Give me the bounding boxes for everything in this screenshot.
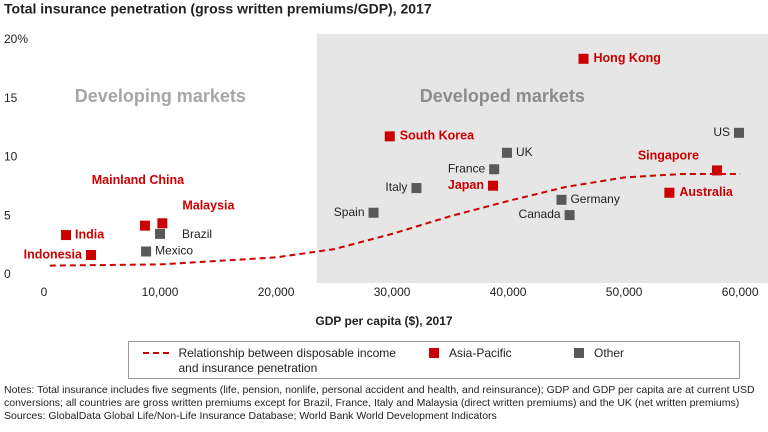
y-tick-label: 10	[4, 150, 18, 164]
trend-line	[49, 172, 741, 267]
x-tick-label: 20,000	[258, 285, 295, 299]
marker	[61, 230, 72, 241]
legend-marker	[429, 348, 439, 358]
y-tick-label: 0	[4, 267, 11, 281]
point-label: Hong Kong	[594, 51, 661, 65]
x-tick-label: 30,000	[374, 285, 411, 299]
point-label: Indonesia	[24, 247, 83, 261]
legend-label: Asia-Pacific	[449, 346, 512, 360]
marker	[141, 246, 152, 257]
sources-text: Sources: GlobalData Global Life/Non-Life…	[4, 410, 497, 422]
legend-item: Other	[574, 346, 624, 361]
legend-swatch	[429, 348, 439, 358]
marker	[384, 131, 395, 142]
point-label: Japan	[448, 178, 484, 192]
marker	[155, 228, 166, 239]
point-label: Mainland China	[92, 173, 185, 187]
marker	[368, 207, 379, 218]
x-tick-label: 40,000	[490, 285, 527, 299]
point-label: Australia	[679, 185, 734, 199]
point-label: France	[448, 161, 486, 175]
point-label: Malaysia	[182, 199, 235, 213]
legend-item: Asia-Pacific	[429, 346, 512, 361]
marker	[139, 220, 150, 231]
marker	[733, 127, 744, 138]
x-tick-label: 10,000	[142, 285, 179, 299]
marker	[564, 210, 575, 221]
x-tick-label: 50,000	[606, 285, 643, 299]
marker	[664, 187, 675, 198]
point-label: Germany	[570, 192, 619, 206]
point-label: Mexico	[155, 244, 193, 258]
y-tick-label: 15	[4, 91, 18, 105]
y-tick-label: 5	[4, 208, 11, 222]
point-label: US	[713, 125, 730, 139]
region	[44, 34, 317, 283]
region-label: Developing markets	[75, 86, 246, 106]
marker	[488, 180, 499, 191]
marker	[157, 218, 168, 229]
point-label: Brazil	[182, 227, 212, 241]
chart: Total insurance penetration (gross writt…	[4, 1, 768, 328]
legend-label: Relationship between disposable income a…	[178, 346, 396, 375]
point-label: Singapore	[638, 149, 699, 163]
legend: Relationship between disposable income a…	[128, 341, 740, 379]
legend-swatch	[143, 352, 171, 354]
legend-label: Other	[594, 346, 625, 360]
marker	[489, 164, 500, 175]
legend-marker	[574, 348, 584, 358]
region	[316, 34, 768, 283]
notes: Notes: Total insurance includes five seg…	[4, 384, 764, 423]
point-label: South Korea	[400, 129, 475, 143]
chart-title: Total insurance penetration (gross writt…	[4, 1, 432, 17]
point-label: Italy	[385, 180, 407, 194]
marker	[578, 53, 589, 64]
region-label: Developed markets	[420, 86, 585, 106]
marker	[85, 250, 96, 261]
point-label: Spain	[334, 205, 365, 219]
marker	[411, 183, 422, 194]
point-label: India	[75, 227, 105, 241]
point-label: UK	[516, 145, 533, 159]
y-tick-label: 20%	[4, 32, 28, 46]
notes-text: Notes: Total insurance includes five seg…	[4, 384, 755, 409]
marker	[501, 147, 512, 158]
legend-swatch	[574, 348, 584, 358]
legend-item: Relationship between disposable income a…	[143, 346, 403, 376]
point-label: Canada	[519, 207, 561, 221]
marker	[556, 194, 567, 205]
marker	[711, 165, 722, 176]
x-tick-label: 60,000	[722, 285, 759, 299]
x-axis-title: GDP per capita ($), 2017	[315, 314, 453, 328]
x-tick-label: 0	[41, 285, 48, 299]
